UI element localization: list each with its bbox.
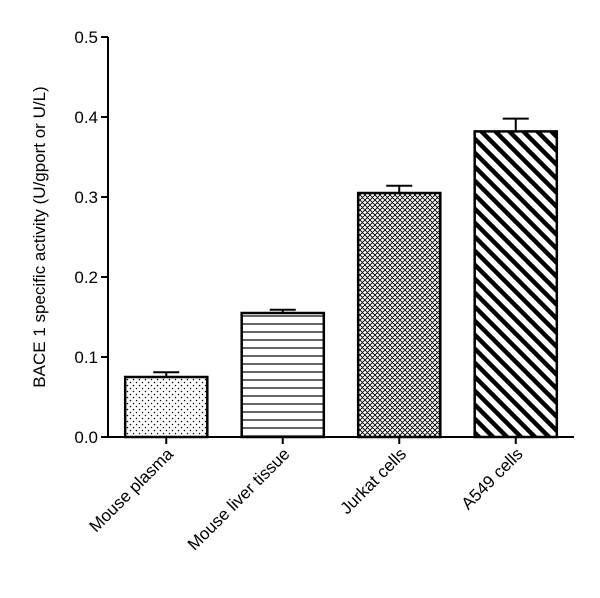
- bar: [123, 375, 209, 439]
- y-tick-label: 0.1: [74, 348, 98, 367]
- y-tick-label: 0.0: [74, 428, 98, 447]
- bar: [356, 191, 442, 439]
- y-axis-title: BACE 1 specific activity (U/gport or U/L…: [30, 86, 49, 387]
- x-category-label: Mouse liver tissue: [184, 444, 294, 554]
- y-tick-label: 0.5: [74, 28, 98, 47]
- bars: [123, 117, 559, 439]
- x-category-label: Mouse plasma: [85, 444, 177, 536]
- x-category-label: A549 cells: [458, 444, 527, 513]
- bar: [240, 311, 326, 439]
- x-axis: Mouse plasma Mouse liver tissue Jurkat cel…: [85, 436, 574, 554]
- x-category-label: Jurkat cells: [337, 444, 411, 518]
- y-tick-label: 0.3: [74, 188, 98, 207]
- y-tick-label: 0.2: [74, 268, 98, 287]
- y-axis: 0.0 0.1 0.2 0.3 0.4 0.5: [74, 28, 109, 447]
- y-tick-label: 0.4: [74, 108, 98, 127]
- bar: [473, 130, 559, 439]
